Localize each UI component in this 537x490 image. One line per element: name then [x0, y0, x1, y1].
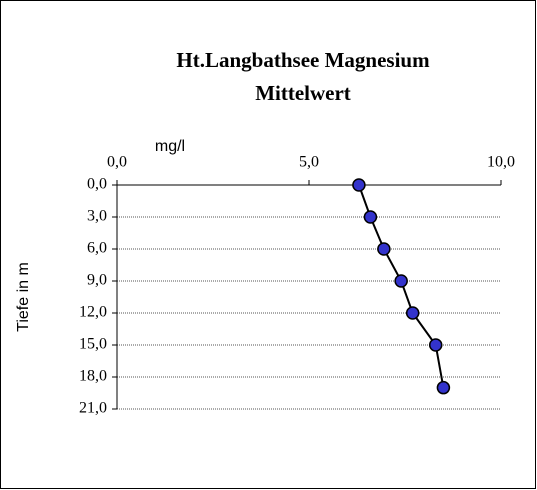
chart-title: Ht.Langbathsee Magnesium	[176, 48, 430, 72]
y-tick-label: 15,0	[79, 336, 107, 353]
y-tick-label: 9,0	[87, 272, 107, 289]
x-axis-label: mg/l	[155, 138, 185, 155]
y-tick-label: 3,0	[87, 208, 107, 225]
data-point	[394, 274, 408, 288]
y-tick-label: 18,0	[79, 368, 107, 385]
data-point	[377, 242, 391, 256]
y-axis-label: Tiefe in m	[15, 262, 32, 332]
y-tick-label: 6,0	[87, 240, 107, 257]
data-point	[363, 210, 378, 224]
x-tick-label: 5,0	[299, 154, 319, 171]
y-tick-label: 21,0	[79, 400, 107, 417]
y-tick-label: 0,0	[87, 176, 107, 193]
chart-title: Mittelwert	[255, 81, 351, 105]
y-tick-label: 12,0	[79, 304, 107, 321]
x-tick-label: 0,0	[107, 154, 127, 171]
data-point	[436, 380, 451, 395]
data-point	[428, 338, 443, 352]
x-tick-label: 10,0	[487, 154, 515, 171]
data-point	[405, 306, 420, 320]
data-point	[352, 178, 366, 192]
